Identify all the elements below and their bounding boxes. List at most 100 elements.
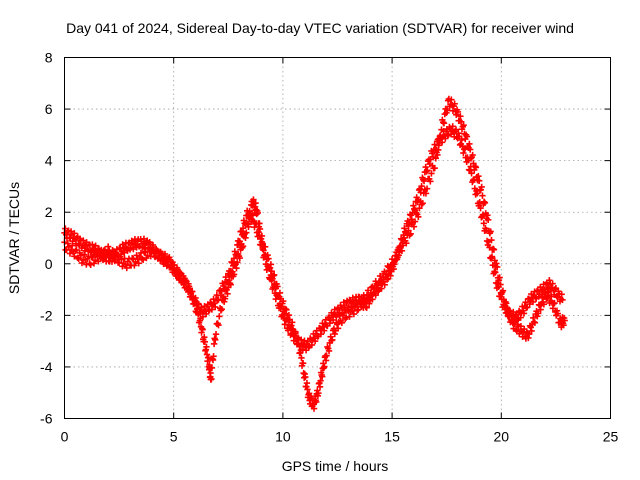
data-point	[362, 298, 370, 306]
data-point	[255, 228, 262, 236]
data-point	[118, 256, 125, 263]
data-point	[407, 230, 414, 238]
data-point	[320, 327, 328, 334]
y-tick-label: 0	[45, 256, 53, 272]
x-tick-label: 0	[61, 429, 69, 445]
data-point	[422, 163, 429, 171]
data-point	[217, 307, 225, 314]
data-point	[444, 107, 451, 114]
data-point	[395, 252, 402, 259]
data-point	[188, 288, 195, 295]
data-point	[398, 247, 406, 254]
data-point	[532, 294, 539, 301]
data-point	[420, 177, 428, 185]
x-tick-label: 15	[384, 429, 400, 445]
data-point	[423, 168, 430, 175]
data-point	[62, 225, 69, 232]
data-point	[517, 314, 524, 321]
data-point	[270, 271, 278, 279]
data-point	[558, 291, 565, 298]
data-point	[267, 261, 275, 268]
data-point	[129, 255, 136, 262]
data-point	[239, 224, 247, 232]
data-point	[551, 286, 559, 293]
data-point	[431, 164, 438, 172]
data-point	[363, 304, 370, 311]
data-point	[71, 253, 78, 260]
data-point	[91, 257, 99, 264]
data-point	[92, 242, 99, 249]
data-point	[534, 310, 542, 317]
data-point	[173, 264, 181, 272]
data-point	[256, 220, 263, 227]
data-marks	[61, 95, 568, 412]
data-point	[399, 242, 407, 249]
data-point	[386, 268, 394, 275]
data-point	[221, 295, 229, 302]
data-point	[302, 373, 309, 381]
data-point	[157, 248, 164, 256]
data-point	[334, 325, 342, 332]
data-point	[364, 287, 372, 294]
data-point	[234, 259, 241, 266]
data-point	[438, 126, 445, 133]
data-point	[73, 246, 80, 254]
data-point	[178, 270, 185, 277]
data-point	[245, 223, 252, 231]
data-point	[90, 260, 98, 267]
data-point	[440, 120, 448, 127]
x-axis-label: GPS time / hours	[282, 458, 389, 474]
data-point	[434, 151, 441, 159]
data-point	[370, 289, 377, 296]
data-point	[308, 341, 316, 349]
data-point	[195, 310, 202, 318]
data-point	[194, 305, 201, 312]
data-point	[230, 271, 238, 278]
data-point	[285, 311, 293, 319]
data-point	[212, 330, 220, 338]
data-point	[376, 272, 384, 280]
data-point	[432, 155, 439, 162]
data-point	[310, 405, 318, 412]
data-point	[245, 215, 253, 222]
data-point	[348, 303, 355, 310]
data-point	[388, 255, 396, 263]
data-point	[185, 280, 192, 287]
data-point	[109, 246, 116, 254]
data-point	[317, 377, 324, 384]
data-point	[163, 261, 171, 268]
data-point	[279, 297, 287, 305]
data-point	[169, 259, 176, 266]
data-point	[352, 301, 360, 308]
data-point	[529, 298, 537, 306]
data-point	[295, 340, 302, 348]
data-point	[435, 146, 442, 154]
data-point	[350, 310, 358, 318]
data-point	[405, 227, 412, 234]
data-point	[210, 340, 218, 348]
data-point	[469, 151, 476, 159]
y-tick-label: 8	[45, 50, 53, 66]
data-point	[175, 276, 183, 284]
data-point	[95, 258, 102, 265]
data-point	[66, 250, 74, 257]
data-point	[343, 314, 350, 321]
data-point	[268, 268, 275, 275]
data-point	[512, 326, 520, 333]
data-point	[455, 129, 462, 137]
data-point	[224, 290, 231, 297]
data-point	[505, 307, 512, 314]
data-point	[540, 301, 548, 308]
data-point	[135, 260, 142, 267]
data-point	[374, 284, 382, 291]
data-point	[205, 307, 212, 314]
data-point	[303, 379, 311, 387]
data-point	[491, 268, 498, 275]
data-point	[403, 240, 410, 247]
data-point	[260, 247, 267, 254]
data-point	[304, 386, 311, 393]
data-point	[239, 242, 247, 250]
data-point	[548, 293, 555, 300]
data-point	[415, 213, 422, 221]
data-point	[274, 283, 281, 290]
